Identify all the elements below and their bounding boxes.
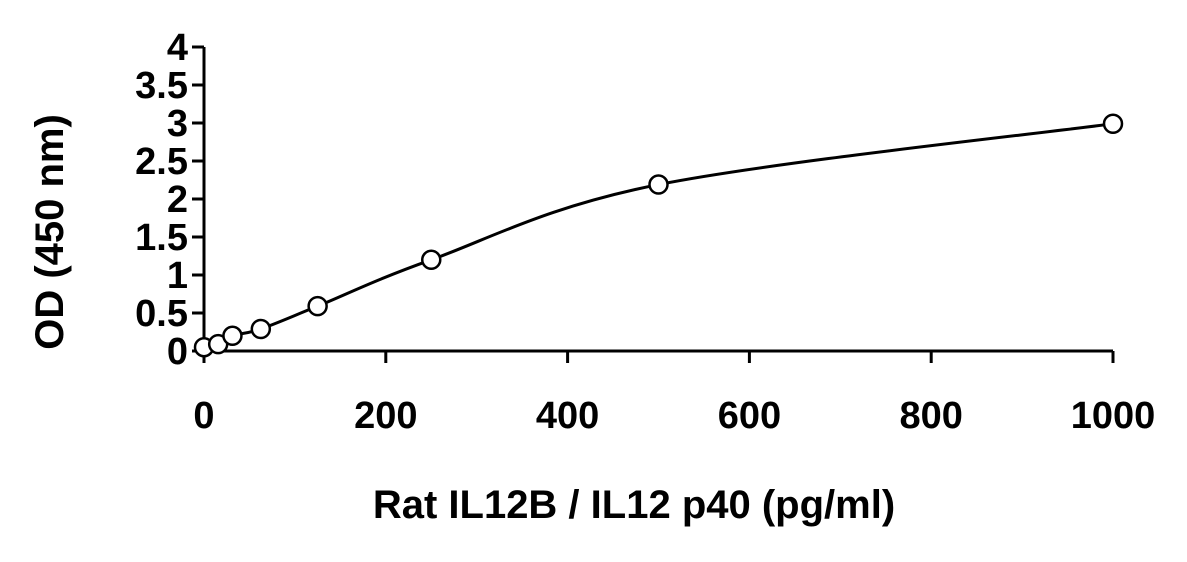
- data-points: [193, 113, 1124, 358]
- data-point: [222, 325, 243, 347]
- x-tick-label: 1000: [1071, 395, 1156, 437]
- y-tick-label: 1: [167, 255, 188, 297]
- x-tick-label: 200: [354, 395, 417, 437]
- y-tick-label: 2.5: [135, 141, 188, 183]
- y-tick-label: 2: [167, 179, 188, 221]
- data-point: [1102, 113, 1124, 135]
- y-tick-label: 4: [167, 27, 188, 69]
- x-axis-title: Rat IL12B / IL12 p40 (pg/ml): [373, 483, 895, 527]
- data-point: [307, 295, 328, 317]
- y-tick-label: 0.5: [135, 293, 188, 335]
- data-point: [250, 318, 272, 340]
- y-tick-label: 3: [167, 103, 188, 145]
- x-tick-label: 600: [718, 395, 781, 437]
- x-tick-label: 400: [536, 395, 599, 437]
- data-point: [648, 174, 669, 195]
- y-tick-label: 0: [167, 331, 188, 373]
- y-ticks: 00.511.522.533.54: [135, 27, 204, 373]
- fit-curve: [203, 122, 1114, 349]
- x-ticks: 0 200 400 600 800 1000: [193, 351, 1155, 437]
- data-point: [421, 249, 442, 271]
- y-axis-title: OD (450 nm): [28, 114, 72, 350]
- y-tick-label: 1.5: [135, 217, 188, 259]
- axes: [202, 47, 1113, 353]
- y-tick-label: 3.5: [135, 65, 188, 107]
- x-tick-label: 0: [193, 395, 214, 437]
- x-tick-label: 800: [899, 395, 962, 437]
